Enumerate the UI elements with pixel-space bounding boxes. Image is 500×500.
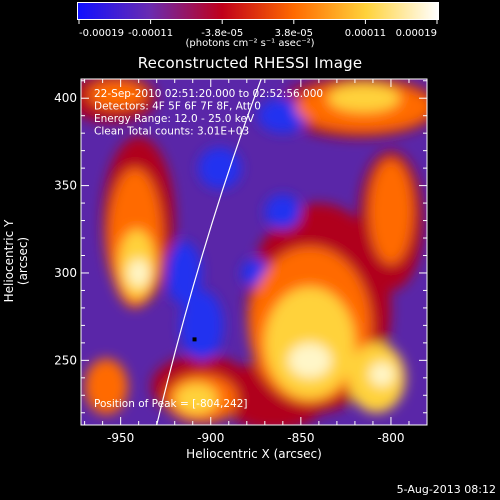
colorbar-tick-label: -0.00019 xyxy=(79,28,124,39)
y-axis-label: Heliocentric Y (arcsec) xyxy=(2,219,30,303)
info-annotation: 22-Sep-2010 02:51:20.000 to 02:52:56.000 xyxy=(94,88,323,100)
heatmap-blob xyxy=(174,383,218,415)
heatmap-blob xyxy=(288,342,332,378)
heatmap-blob xyxy=(88,80,146,109)
colorbar-unit-label: (photons cm⁻² s⁻¹ asec⁻²) xyxy=(185,38,315,49)
solar-limb-arc xyxy=(156,79,262,425)
info-annotation: Detectors: 4F 5F 6F 7F 8F, Att 0 xyxy=(94,101,261,113)
colorbar-tick-label: -3.8e-05 xyxy=(201,28,243,39)
info-annotation: Energy Range: 12.0 - 25.0 keV xyxy=(94,113,255,125)
colorbar-tick-label: 0.00019 xyxy=(396,28,437,39)
x-tick-label: -800 xyxy=(377,431,404,445)
colorbar-axis: -0.00019 -0.00011 -3.8e-05 3.8e-05 0.00011 0.… xyxy=(78,20,438,39)
chart-title: Reconstructed RHESSI Image xyxy=(137,54,363,72)
heatmap-blob xyxy=(369,159,413,265)
heatmap-blob xyxy=(84,358,128,415)
plot-frame xyxy=(80,78,428,426)
y-tick-label: 400 xyxy=(54,91,77,105)
colorbar-tick-label: 0.00011 xyxy=(345,28,386,39)
colorbar-tick-label: 3.8e-05 xyxy=(275,28,313,39)
footer-date: 5-Aug-2013 08:12 xyxy=(396,483,496,496)
x-axis-label: Heliocentric X (arcsec) xyxy=(186,447,322,461)
info-annotation: Clean Total counts: 3.01E+03 xyxy=(94,126,249,138)
y-tick-label: 350 xyxy=(54,179,77,193)
peak-position-label: Position of Peak = [-804,242] xyxy=(94,398,248,410)
heatmap-blob xyxy=(264,194,301,230)
heatmap-image xyxy=(81,79,427,425)
x-tick-label: -900 xyxy=(197,431,224,445)
heatmap-blob xyxy=(264,286,355,399)
colorbar xyxy=(77,2,439,20)
x-tick-label: -850 xyxy=(287,431,314,445)
colorbar-tick-label: -0.00011 xyxy=(128,28,173,39)
peak-marker xyxy=(192,337,197,342)
heatmap-blob xyxy=(198,147,242,190)
y-tick-label: 250 xyxy=(54,353,77,367)
heatmap-blob xyxy=(369,362,395,387)
heatmap-blob xyxy=(327,84,400,113)
heatmap-blob xyxy=(180,290,224,361)
heatmap-blob xyxy=(127,258,150,287)
y-tick-label: 300 xyxy=(54,266,77,280)
x-tick-label: -950 xyxy=(107,431,134,445)
